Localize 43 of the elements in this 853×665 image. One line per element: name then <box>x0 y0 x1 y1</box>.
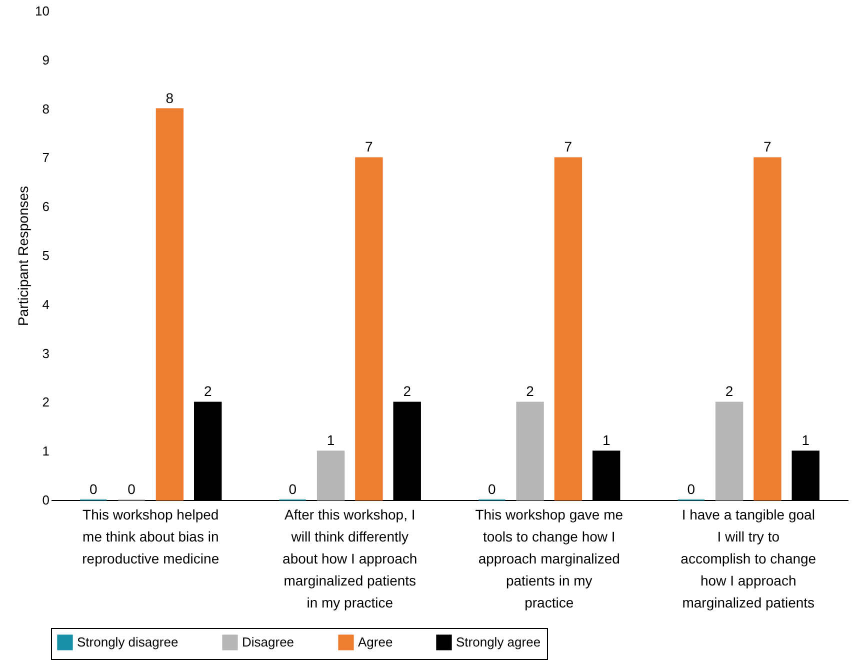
data-label: 1 <box>602 432 610 448</box>
y-tick-label: 5 <box>42 248 50 263</box>
bar <box>554 157 582 500</box>
data-label: 0 <box>488 481 496 497</box>
y-tick-label: 3 <box>42 346 50 361</box>
x-tick-label: I have a tangible goal I will try to accomplish to change how I approach marginalized patients <box>680 506 816 610</box>
data-label: 2 <box>725 383 734 400</box>
bar <box>355 157 383 500</box>
data-label: 2 <box>526 383 534 400</box>
y-tick-label: 6 <box>42 199 50 214</box>
data-label: 7 <box>564 138 572 155</box>
y-axis-title: Participant Responses <box>15 186 32 326</box>
x-tick-label: This workshop gave me tools to change how I approach marginalized patients in my practice <box>475 506 624 610</box>
data-label: 1 <box>326 432 335 448</box>
legend-label: Strongly disagree <box>77 634 178 650</box>
bar <box>316 450 345 500</box>
data-label: 2 <box>204 383 212 400</box>
x-tick-label: This workshop helped me think about bias in reproductive medicine <box>82 506 220 566</box>
data-label: 7 <box>764 138 772 155</box>
data-label: 0 <box>687 481 696 497</box>
y-tick-label: 9 <box>42 52 50 68</box>
bar <box>516 402 544 500</box>
legend-label: Strongly agree <box>456 634 541 650</box>
y-tick-label: 1 <box>42 444 50 459</box>
y-tick-label: 7 <box>42 150 50 166</box>
y-tick-label: 8 <box>42 101 50 116</box>
x-tick-label: After this workshop, I will think differently about how I approach marginalized patients in my practice <box>282 506 418 610</box>
data-label: 8 <box>166 90 174 106</box>
data-label: 0 <box>288 481 297 497</box>
y-tick-label: 10 <box>35 4 50 18</box>
data-label: 1 <box>802 432 810 448</box>
bar <box>754 157 782 500</box>
data-label: 7 <box>365 138 374 155</box>
data-label: 2 <box>403 383 412 400</box>
legend-label: Disagree <box>242 634 294 650</box>
y-tick-label: 0 <box>42 492 50 508</box>
bar <box>156 108 184 500</box>
y-tick-label: 4 <box>42 296 50 312</box>
data-label: 0 <box>89 481 98 497</box>
y-tick-label: 2 <box>42 394 50 410</box>
legend-label: Agree <box>358 634 393 650</box>
data-label: 0 <box>128 481 136 497</box>
bar <box>715 402 744 500</box>
